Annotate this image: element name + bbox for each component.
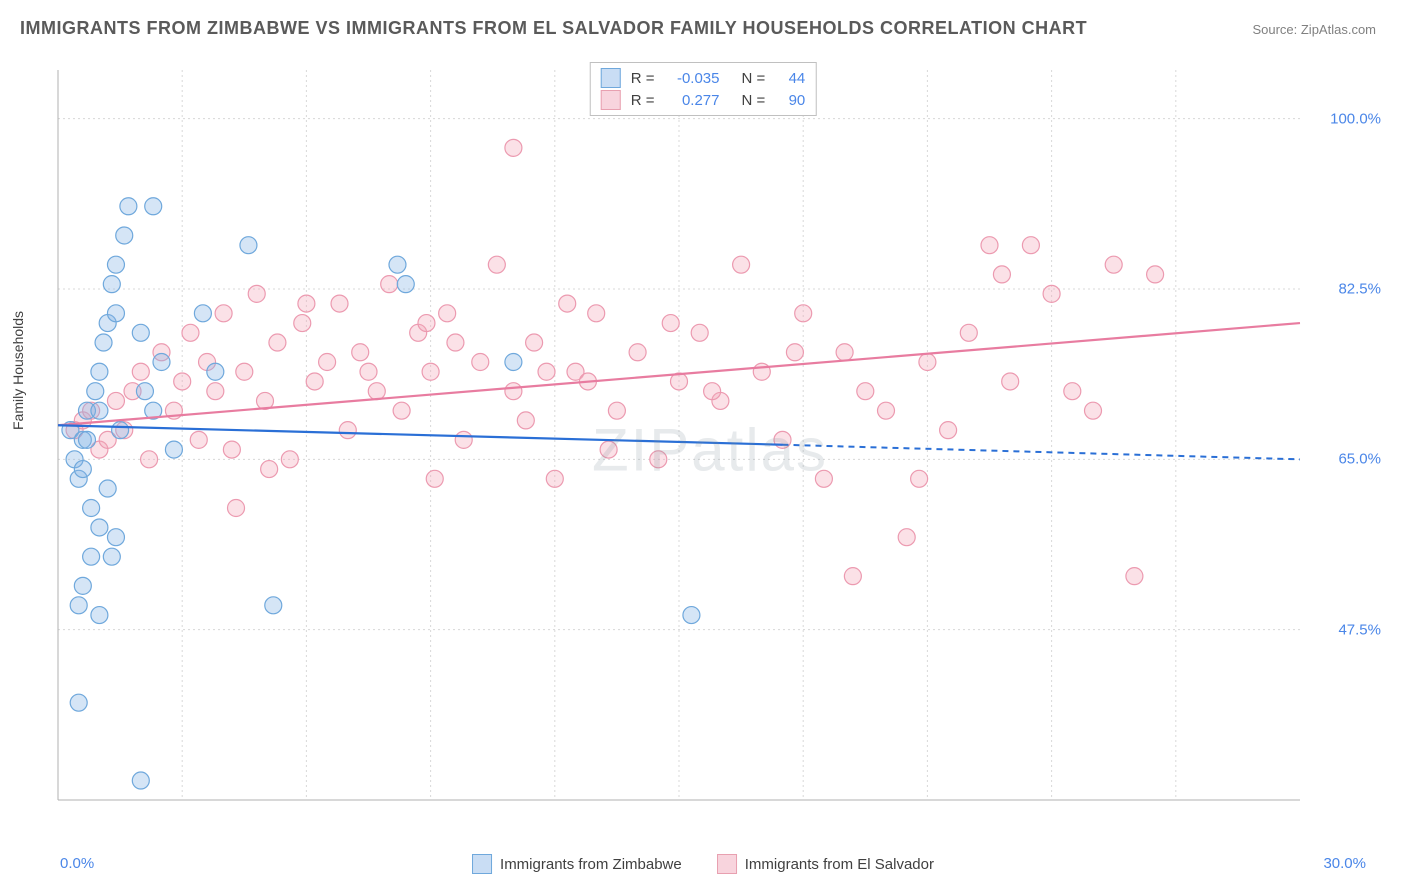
x-tick-max: 30.0% — [1323, 855, 1366, 872]
r-label: R = — [631, 70, 655, 87]
swatch-icon — [472, 854, 492, 874]
legend-label: Immigrants from El Salvador — [745, 856, 934, 873]
y-tick-label: 65.0% — [1338, 451, 1381, 468]
swatch-icon — [717, 854, 737, 874]
stats-legend-box: R = -0.035 N = 44 R = 0.277 N = 90 — [590, 62, 817, 116]
stats-row-zimbabwe: R = -0.035 N = 44 — [601, 67, 806, 89]
chart-container: IMMIGRANTS FROM ZIMBABWE VS IMMIGRANTS F… — [0, 0, 1406, 892]
x-tick-min: 0.0% — [60, 855, 94, 872]
y-axis-label: Family Households — [10, 311, 26, 430]
y-tick-label: 47.5% — [1338, 621, 1381, 638]
n-value: 44 — [775, 70, 805, 87]
scatter-plot — [50, 60, 1370, 840]
legend-zimbabwe: Immigrants from Zimbabwe — [472, 854, 682, 874]
swatch-icon — [601, 68, 621, 88]
chart-title: IMMIGRANTS FROM ZIMBABWE VS IMMIGRANTS F… — [20, 18, 1087, 39]
bottom-legend: Immigrants from Zimbabwe Immigrants from… — [472, 854, 934, 874]
n-label: N = — [742, 92, 766, 109]
n-value: 90 — [775, 92, 805, 109]
stats-row-elsalvador: R = 0.277 N = 90 — [601, 89, 806, 111]
swatch-icon — [601, 90, 621, 110]
r-label: R = — [631, 92, 655, 109]
y-tick-label: 100.0% — [1330, 110, 1381, 127]
legend-label: Immigrants from Zimbabwe — [500, 856, 682, 873]
r-value: -0.035 — [665, 70, 720, 87]
y-tick-label: 82.5% — [1338, 281, 1381, 298]
legend-elsalvador: Immigrants from El Salvador — [717, 854, 934, 874]
r-value: 0.277 — [665, 92, 720, 109]
source-attribution: Source: ZipAtlas.com — [1252, 22, 1376, 37]
n-label: N = — [742, 70, 766, 87]
chart-area: ZIPatlas — [50, 60, 1370, 840]
